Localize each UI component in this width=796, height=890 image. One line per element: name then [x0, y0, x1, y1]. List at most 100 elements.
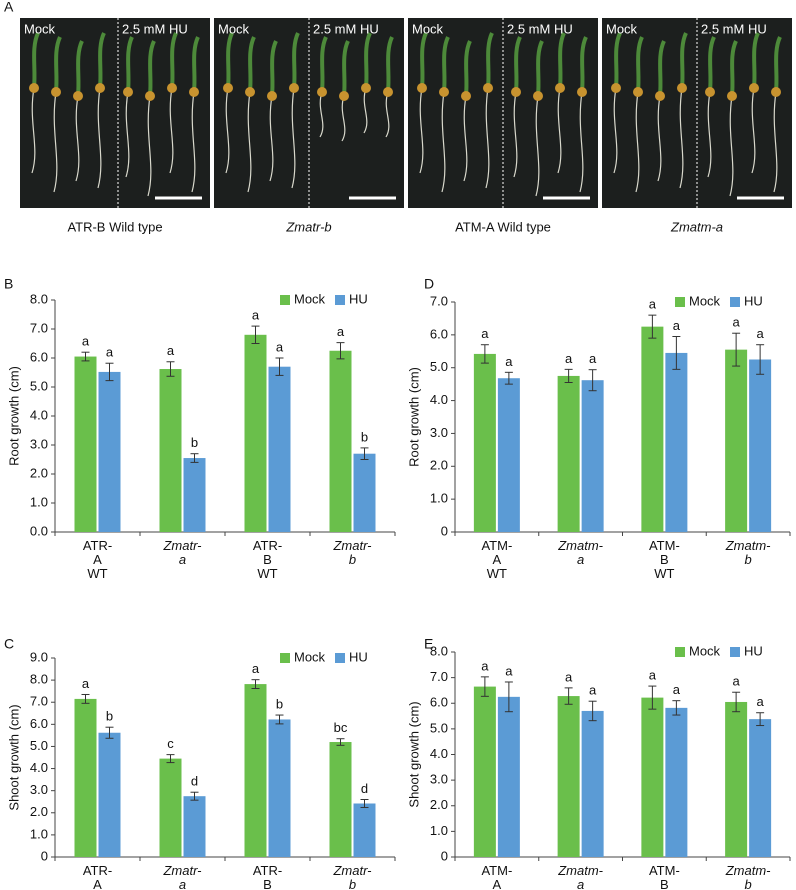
- seed: [633, 87, 643, 97]
- photo-label: 2.5 mM HU: [507, 21, 573, 36]
- y-tick-label: 0.0: [30, 523, 48, 538]
- seedling-shoot: [226, 32, 234, 89]
- photo: [602, 18, 792, 208]
- seed: [123, 87, 133, 97]
- legend-swatch: [675, 297, 685, 307]
- seedling-root: [613, 87, 618, 174]
- seedling-root: [513, 91, 518, 178]
- x-tick-label: Zmatm-a: [558, 863, 604, 890]
- bar: [329, 742, 352, 857]
- y-tick-label: 3.0: [30, 782, 48, 797]
- bar: [749, 359, 772, 532]
- legend-label: Mock: [294, 649, 326, 664]
- seed: [339, 91, 349, 101]
- bar: [244, 334, 267, 532]
- photo: [20, 18, 210, 208]
- legend-label: Mock: [294, 291, 326, 306]
- y-tick-label: 6.0: [30, 349, 48, 364]
- seedling-shoot: [320, 36, 328, 93]
- seedling-root: [441, 91, 446, 193]
- significance-letter: a: [167, 343, 175, 358]
- seedling-root: [269, 95, 274, 182]
- bar: [725, 349, 748, 532]
- significance-letter: b: [191, 435, 198, 450]
- significance-letter: a: [505, 663, 513, 678]
- seedling-root: [657, 95, 662, 182]
- significance-letter: a: [589, 351, 597, 366]
- bar: [557, 696, 580, 857]
- seed: [611, 83, 621, 93]
- y-tick-label: 3.0: [30, 436, 48, 451]
- seedling-shoot: [270, 40, 278, 97]
- seedling-root: [191, 91, 196, 193]
- legend-label: Mock: [689, 293, 721, 308]
- x-tick-label: ATM-B WT: [648, 863, 680, 890]
- seedling-root: [75, 95, 80, 182]
- seed: [533, 91, 543, 101]
- seedling-root: [535, 95, 540, 197]
- bar: [497, 696, 520, 857]
- seedling-root: [729, 95, 734, 197]
- significance-letter: a: [733, 315, 741, 330]
- significance-letter: a: [673, 318, 681, 333]
- y-tick-label: 9.0: [30, 649, 48, 664]
- x-tick-label: ATM-B WT: [648, 538, 680, 581]
- seedling-root: [463, 95, 468, 182]
- panel-label: B: [4, 276, 13, 292]
- y-tick-label: 1.0: [30, 826, 48, 841]
- y-tick-label: 2.0: [30, 804, 48, 819]
- seed: [317, 87, 327, 97]
- seedling-shoot: [148, 40, 156, 97]
- y-tick-label: 1.0: [30, 494, 48, 509]
- significance-letter: a: [106, 345, 114, 360]
- y-tick-label: 8.0: [30, 291, 48, 306]
- seed: [289, 83, 299, 93]
- photo-caption: ATM-A Wild type: [455, 219, 551, 234]
- bar: [183, 458, 206, 532]
- bar: [665, 352, 688, 532]
- seedling-root: [419, 87, 424, 174]
- legend-swatch: [335, 653, 345, 663]
- seedling-shoot: [98, 32, 106, 89]
- significance-letter: c: [167, 736, 174, 751]
- seedling-root: [169, 87, 174, 174]
- y-tick-label: 8.0: [430, 643, 448, 658]
- seedling-root: [579, 91, 584, 193]
- legend-label: Mock: [689, 643, 721, 658]
- y-tick-label: 7.0: [30, 694, 48, 709]
- seedling-shoot: [536, 40, 544, 97]
- x-tick-label: Zmatm-a: [558, 538, 604, 567]
- seed: [655, 91, 665, 101]
- y-tick-label: 6.0: [30, 716, 48, 731]
- bar: [725, 701, 748, 857]
- seedling-shoot: [442, 36, 450, 93]
- y-tick-label: 0: [41, 848, 48, 863]
- seedling-root: [53, 91, 58, 193]
- significance-letter: a: [252, 308, 260, 323]
- seedling-shoot: [486, 32, 494, 89]
- photo-caption: Zmatm-a: [670, 219, 723, 234]
- x-tick-label: Zmatm-b: [725, 538, 771, 567]
- bar: [159, 758, 182, 857]
- significance-letter: b: [106, 709, 113, 724]
- significance-letter: a: [481, 658, 489, 673]
- bar: [159, 369, 182, 532]
- x-tick-label: ATM-A WT: [481, 538, 513, 581]
- seed: [29, 83, 39, 93]
- y-tick-label: 0: [441, 523, 448, 538]
- x-tick-label: ATR-B WT: [252, 538, 283, 581]
- photo: [408, 18, 598, 208]
- seedling-shoot: [774, 36, 782, 93]
- bar: [98, 371, 121, 532]
- seedling-root: [773, 91, 778, 193]
- photo-caption: ATR-B Wild type: [67, 219, 162, 234]
- bar: [329, 350, 352, 532]
- y-tick-label: 6.0: [430, 695, 448, 710]
- seedling-shoot: [32, 32, 40, 89]
- significance-letter: a: [505, 354, 513, 369]
- y-tick-label: 7.0: [430, 293, 448, 308]
- seedling-shoot: [514, 36, 522, 93]
- y-tick-label: 5.0: [30, 738, 48, 753]
- seed: [705, 87, 715, 97]
- y-tick-label: 5.0: [430, 359, 448, 374]
